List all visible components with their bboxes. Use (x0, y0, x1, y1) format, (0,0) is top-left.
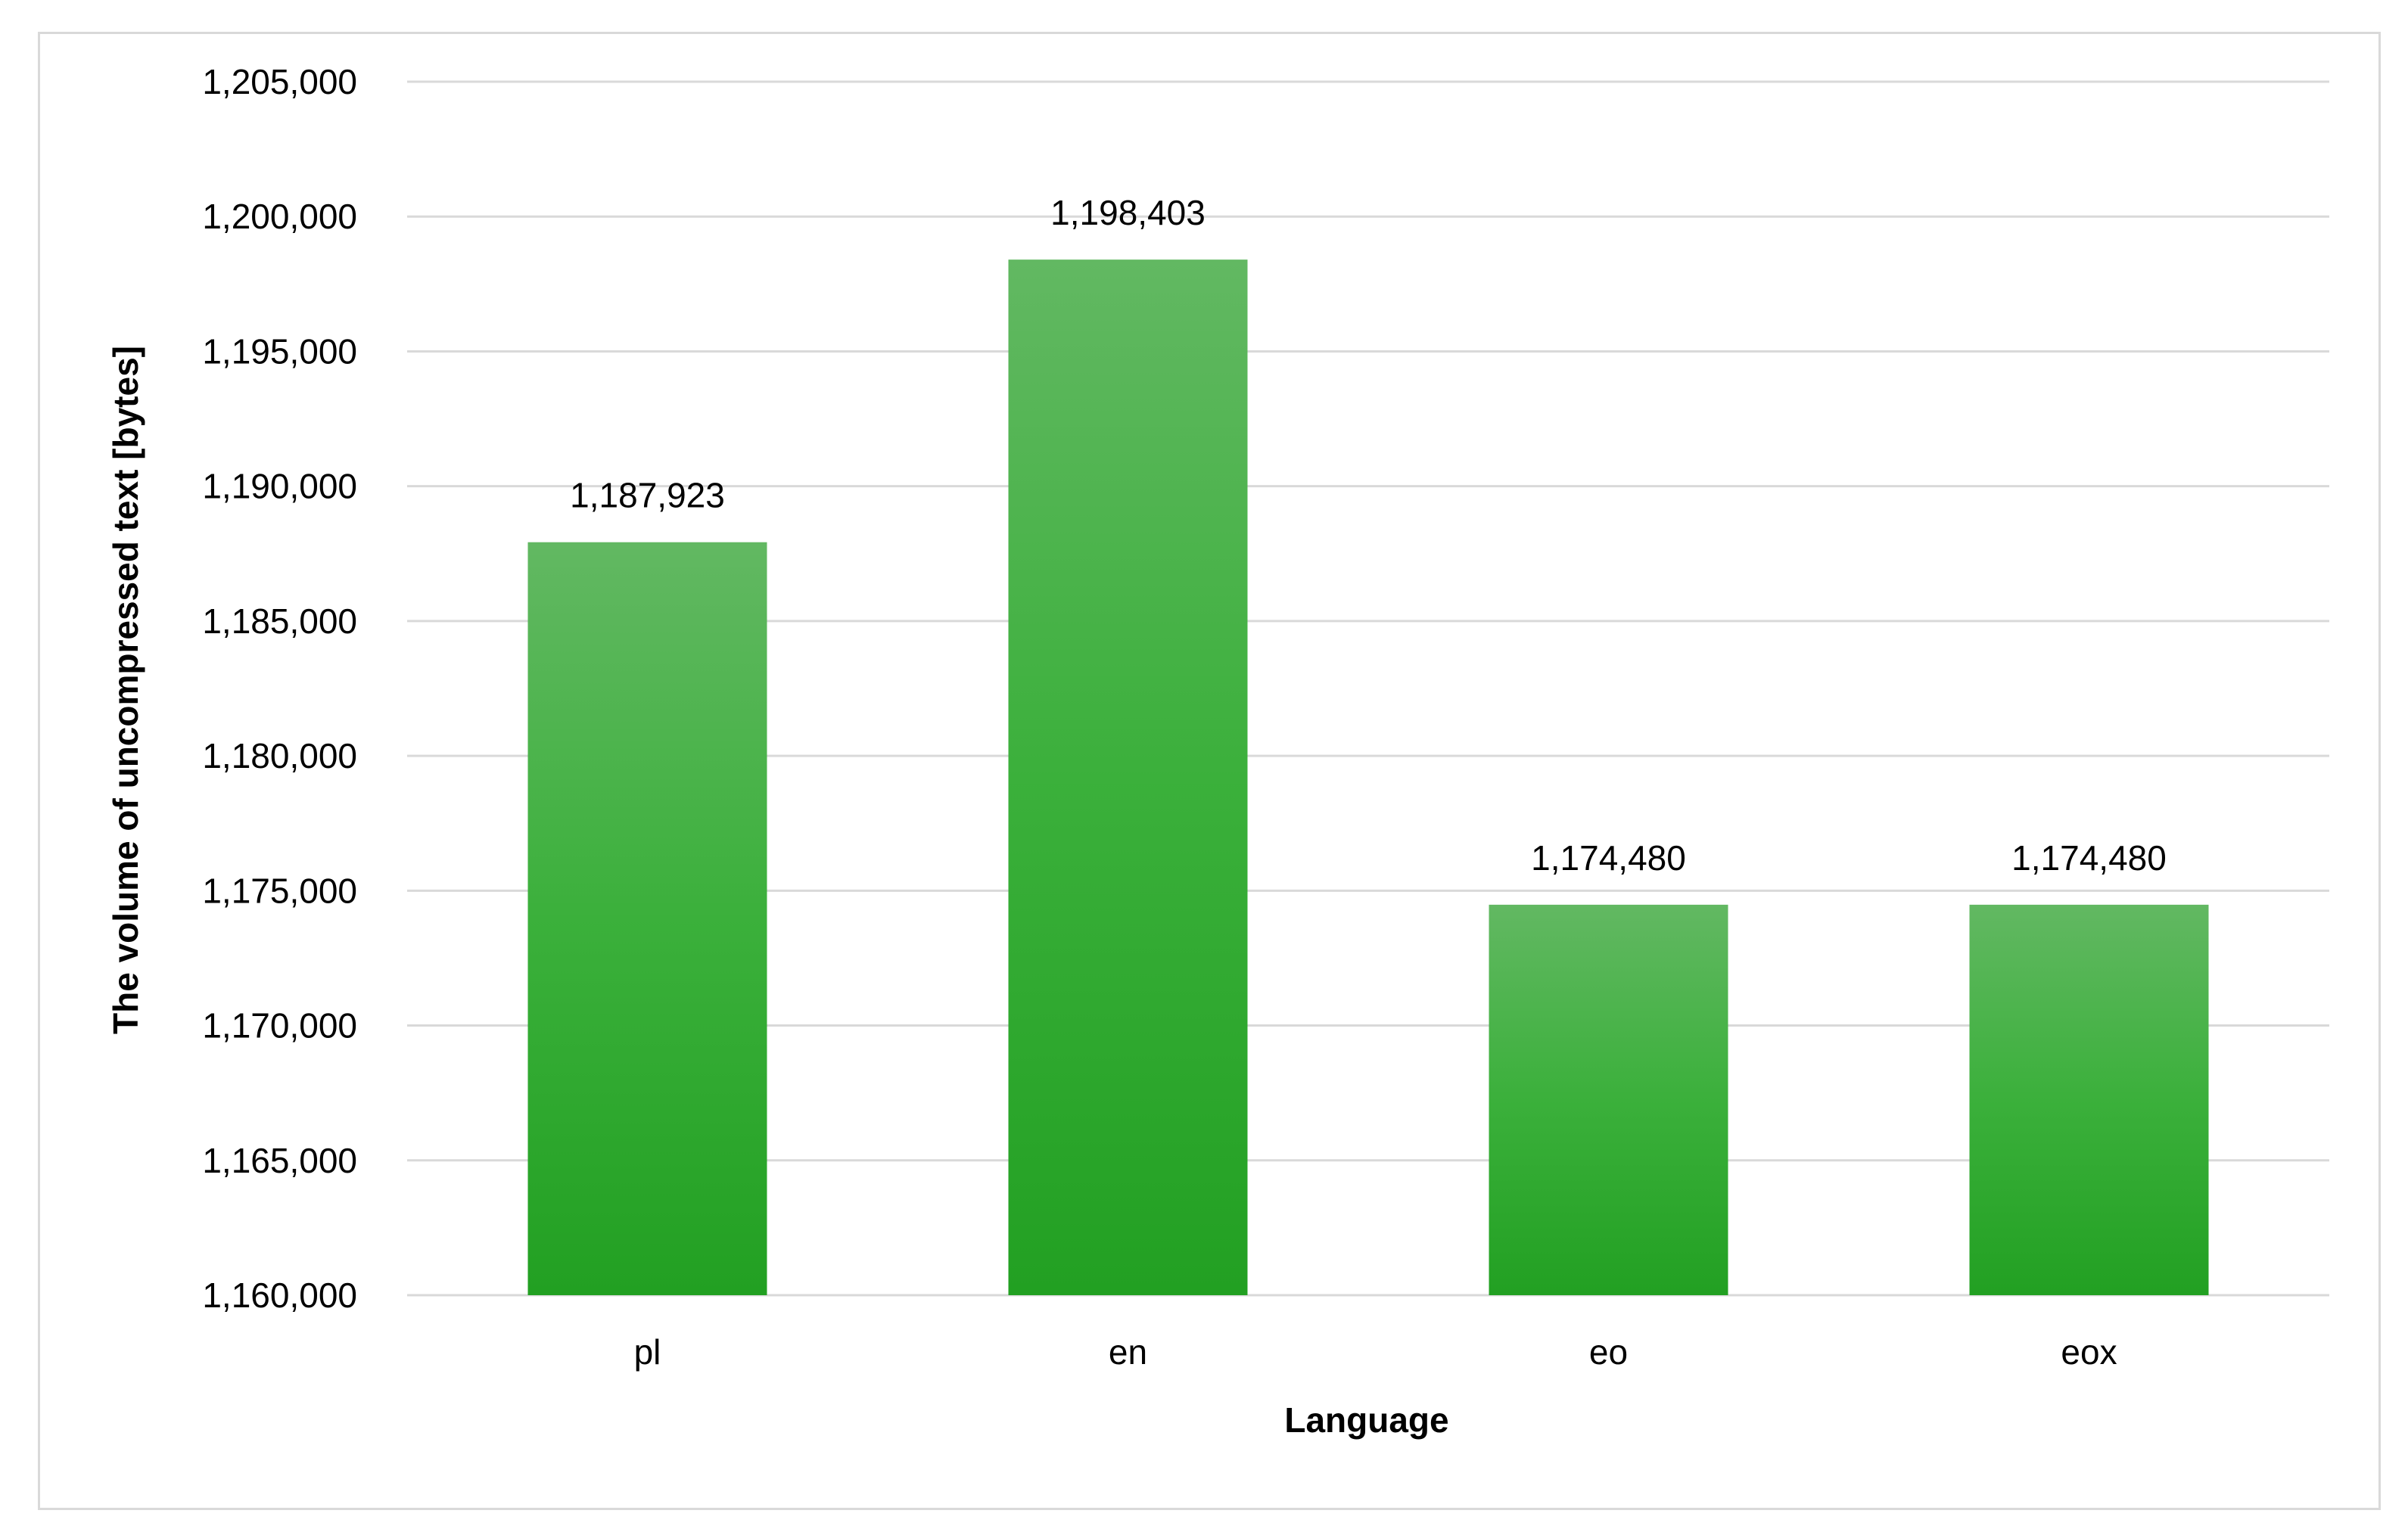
y-tick-label: 1,200,000 (202, 197, 357, 236)
y-tick-label: 1,160,000 (202, 1276, 357, 1315)
y-axis-title: The volume of uncompressed text [bytes] (106, 346, 145, 1034)
y-tick-label: 1,195,000 (202, 331, 357, 371)
data-label-pl: 1,187,923 (570, 476, 725, 515)
x-axis-tick-labels: pl en eo eox (634, 1332, 2117, 1372)
x-axis-title: Language (1284, 1400, 1448, 1440)
y-tick-label: 1,185,000 (202, 601, 357, 641)
bar-en (1008, 259, 1248, 1296)
bar-eo (1489, 904, 1728, 1295)
x-tick-label-pl: pl (634, 1332, 661, 1372)
y-tick-label: 1,190,000 (202, 467, 357, 506)
x-tick-label-eox: eox (2061, 1332, 2117, 1372)
data-label-en: 1,198,403 (1050, 193, 1206, 232)
y-tick-label: 1,205,000 (202, 62, 357, 101)
y-axis-tick-labels: 1,160,000 1,165,000 1,170,000 1,175,000 1,18… (202, 62, 357, 1315)
bar-eox (1969, 904, 2209, 1295)
bars (527, 259, 2209, 1296)
data-label-eox: 1,174,480 (2011, 838, 2167, 878)
x-tick-label-eo: eo (1589, 1332, 1628, 1372)
x-tick-label-en: en (1109, 1332, 1147, 1372)
data-labels: 1,187,923 1,198,403 1,174,480 1,174,480 (570, 193, 2167, 878)
y-tick-label: 1,180,000 (202, 736, 357, 775)
y-tick-label: 1,170,000 (202, 1006, 357, 1046)
bar-pl (527, 542, 767, 1295)
y-tick-label: 1,175,000 (202, 871, 357, 910)
data-label-eo: 1,174,480 (1531, 838, 1686, 878)
y-tick-label: 1,165,000 (202, 1141, 357, 1180)
